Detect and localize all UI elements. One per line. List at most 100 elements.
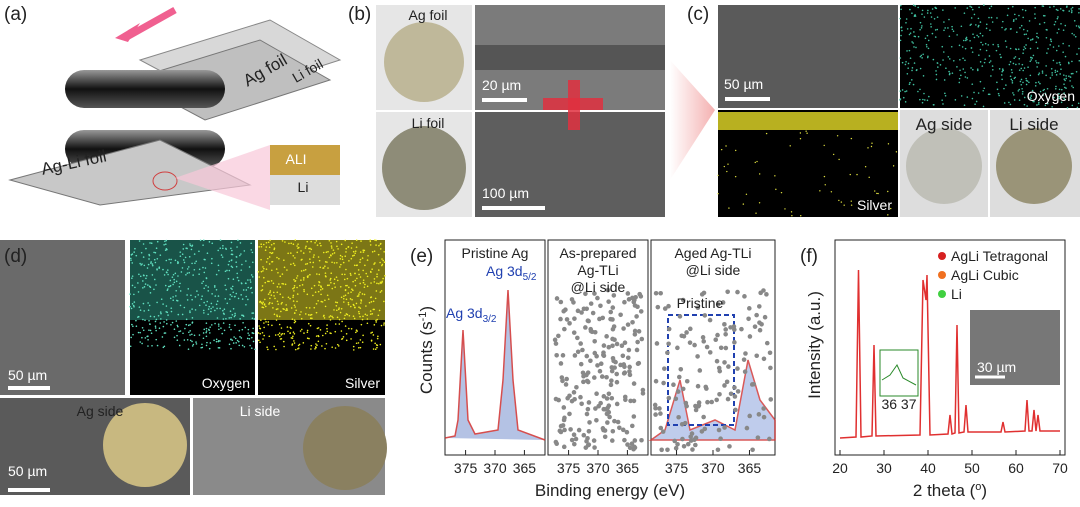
speckle xyxy=(208,305,211,308)
speckle xyxy=(597,368,603,374)
speckle xyxy=(1037,103,1040,105)
speckle xyxy=(296,300,298,303)
speckle xyxy=(890,207,892,210)
speckle xyxy=(300,250,302,252)
speckle xyxy=(143,286,146,288)
speckle xyxy=(217,269,220,272)
speckle xyxy=(1019,27,1021,29)
speckle xyxy=(581,306,587,312)
speckle xyxy=(247,279,249,281)
speckle xyxy=(160,298,163,300)
speckle xyxy=(996,17,998,19)
speckle xyxy=(205,327,208,330)
speckle xyxy=(375,321,378,323)
speckle xyxy=(184,256,187,259)
speckle xyxy=(262,301,264,304)
speckle xyxy=(236,339,239,342)
speckle xyxy=(177,325,179,328)
speckle xyxy=(601,343,607,348)
speckle xyxy=(270,269,273,272)
f-xlabel-c: ) xyxy=(981,481,987,500)
speckle xyxy=(978,54,980,56)
speckle xyxy=(1068,45,1070,47)
d-silver: Silver xyxy=(345,375,380,391)
speckle xyxy=(724,379,730,385)
speckle xyxy=(228,343,231,346)
speckle xyxy=(906,73,909,75)
speckle xyxy=(927,39,930,42)
speckle xyxy=(578,361,584,367)
speckle xyxy=(230,338,232,340)
speckle xyxy=(366,318,369,320)
speckle xyxy=(349,298,352,300)
speckle xyxy=(611,324,617,329)
speckle xyxy=(1029,60,1032,63)
peak1-label: Ag 3d3/2 xyxy=(446,305,497,325)
speckle xyxy=(587,420,592,425)
speckle xyxy=(1023,46,1026,48)
speckle xyxy=(164,243,167,245)
speckle xyxy=(181,313,184,316)
speckle xyxy=(316,327,319,330)
speckle xyxy=(320,286,323,288)
speckle xyxy=(275,268,278,270)
speckle xyxy=(849,173,851,176)
speckle xyxy=(376,282,378,285)
speckle xyxy=(271,302,274,305)
speckle xyxy=(378,309,381,312)
speckle xyxy=(365,305,367,307)
speckle xyxy=(677,314,683,319)
speckle xyxy=(909,81,911,84)
speckle xyxy=(1043,21,1046,24)
speckle xyxy=(318,281,321,284)
speckle xyxy=(359,276,362,278)
speckle xyxy=(362,269,364,272)
x-tick-label: 60 xyxy=(1008,460,1024,476)
x-tick-label: 365 xyxy=(738,460,762,476)
speckle xyxy=(130,259,132,261)
speckle xyxy=(948,70,950,73)
speckle xyxy=(267,293,270,295)
speckle xyxy=(666,395,672,401)
speckle xyxy=(864,166,867,168)
speckle xyxy=(838,199,840,202)
speckle xyxy=(170,258,172,261)
speckle xyxy=(354,279,357,282)
speckle xyxy=(1064,24,1067,27)
c-label: (c) xyxy=(687,4,709,25)
speckle xyxy=(186,247,188,250)
speckle xyxy=(249,279,252,281)
speckle xyxy=(202,244,204,246)
speckle xyxy=(635,339,640,345)
speckle xyxy=(909,8,911,11)
speckle xyxy=(870,145,873,148)
speckle xyxy=(147,309,150,311)
speckle xyxy=(1065,75,1067,77)
speckle xyxy=(217,323,220,325)
speckle xyxy=(899,39,902,42)
speckle xyxy=(732,385,737,390)
speckle xyxy=(162,325,165,328)
speckle xyxy=(362,279,365,281)
speckle xyxy=(992,43,994,46)
speckle xyxy=(278,332,281,334)
speckle xyxy=(958,81,961,84)
speckle xyxy=(975,24,977,26)
speckle xyxy=(591,438,597,443)
speckle xyxy=(175,280,178,283)
speckle xyxy=(290,307,293,309)
speckle xyxy=(198,273,200,275)
speckle xyxy=(1063,83,1065,85)
speckle xyxy=(1065,77,1068,80)
speckle xyxy=(956,34,958,36)
speckle xyxy=(301,328,303,331)
speckle xyxy=(352,280,354,283)
speckle xyxy=(991,21,994,23)
speckle xyxy=(239,336,241,338)
speckle xyxy=(1066,107,1069,109)
speckle xyxy=(343,295,345,297)
speckle xyxy=(605,405,610,411)
speckle xyxy=(949,72,951,75)
speckle xyxy=(281,240,284,242)
speckle xyxy=(142,243,145,245)
